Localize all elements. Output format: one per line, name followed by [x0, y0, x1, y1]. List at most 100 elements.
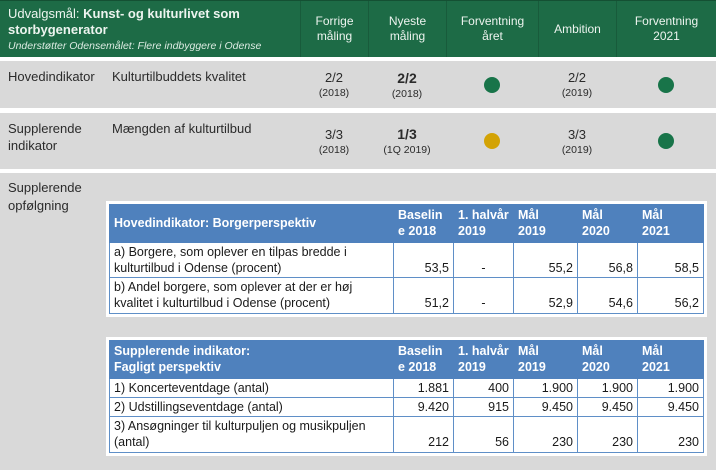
table-cell-value: 56,8 [577, 241, 638, 278]
table-row: 3) Ansøgninger til kulturpuljen og musik… [109, 416, 704, 453]
nyeste-value: 2/2 [397, 69, 417, 86]
table-cell-value: 9.420 [393, 396, 454, 418]
table-borgerperspektiv-frame: Hovedindikator: Borgerperspektiv Baselin… [106, 201, 707, 317]
table-row-label: b) Andel borgere, som oplever at der er … [109, 277, 394, 314]
table-column-header: Baselin e 2018 [393, 204, 454, 243]
status-dot-icon [658, 76, 674, 93]
forventning-2021-cell [616, 113, 716, 169]
table-row: 2) Udstillingseventdage (antal) 9.420 915 9… [109, 396, 704, 418]
table-cell-value: 56 [453, 416, 514, 453]
forrige-value: 2/2 [324, 70, 344, 85]
column-header-forventning-2021: Forventning 2021 [616, 1, 716, 57]
indicator-row-hovedindikator: Hovedindikator Kulturtilbuddets kvalitet… [0, 61, 716, 108]
table-cell-value: 1.900 [577, 377, 638, 398]
table-title: Supplerende indikator: Fagligt perspekti… [109, 340, 394, 379]
forrige-period: (2018) [318, 143, 350, 156]
table-cell-value: 54,6 [577, 277, 638, 314]
indicator-type-label: Hovedindikator [8, 69, 95, 84]
table-borgerperspektiv: Hovedindikator: Borgerperspektiv Baselin… [109, 204, 704, 314]
table-cell-value: - [453, 241, 514, 278]
nyeste-value: 1/3 [397, 126, 417, 142]
indicator-description: Mængden af kulturtilbud [112, 121, 252, 136]
table-column-header: 1. halvår 2019 [453, 340, 514, 379]
ambition-value: 2/2 [567, 70, 587, 85]
column-header-forventning-aaret: Forventning året [446, 1, 538, 57]
row-divider [0, 57, 716, 61]
report-title-block: Udvalgsmål: Kunst- og kulturlivet som st… [0, 1, 300, 57]
page-subtitle: Understøtter Odensemålet: Flere indbygge… [8, 40, 262, 53]
table-column-header: Mål 2019 [513, 340, 578, 379]
table-cell-value: 1.900 [637, 377, 704, 398]
table-cell-value: 52,9 [513, 277, 578, 314]
forrige-value: 3/3 [324, 126, 344, 142]
table-cell-value: 58,5 [637, 241, 704, 278]
followup-section: Supplerende opfølgning Hovedindikator: B… [0, 173, 716, 470]
table-column-header: Mål 2021 [637, 204, 704, 243]
page-title-main: Kunst- og kulturlivet som storbygenerato… [8, 6, 240, 37]
ambition-cell: 3/3 (2019) [538, 113, 616, 169]
row-divider [0, 108, 716, 113]
table-cell-value: 230 [637, 416, 704, 453]
indicator-row-supplerende: Supplerende indikator Mængden af kulturt… [0, 113, 716, 169]
forventning-aaret-cell [446, 61, 538, 108]
table-cell-value: 915 [453, 396, 514, 418]
table-cell-value: 53,5 [393, 241, 454, 278]
forrige-period: (2018) [318, 87, 350, 99]
table-header-row: Hovedindikator: Borgerperspektiv Baselin… [109, 204, 704, 243]
followup-section-label: Supplerende opfølgning [8, 180, 82, 213]
column-header-ambition: Ambition [538, 1, 616, 57]
table-cell-value: 9.450 [637, 396, 704, 418]
forrige-maling-cell: 3/3 (2018) [300, 113, 368, 169]
table-cell-value: 230 [577, 416, 638, 453]
table-cell-value: 1.900 [513, 377, 578, 398]
status-dot-icon [658, 133, 674, 149]
table-cell-value: 230 [513, 416, 578, 453]
table-column-header: Mål 2019 [513, 204, 578, 243]
table-cell-value: 51,2 [393, 277, 454, 314]
table-cell-value: 9.450 [513, 396, 578, 418]
table-fagligt-perspektiv-frame: Supplerende indikator: Fagligt perspekti… [106, 337, 707, 456]
ambition-cell: 2/2 (2019) [538, 61, 616, 108]
forventning-2021-cell [616, 61, 716, 108]
table-row: a) Borgere, som oplever en tilpas bredde… [109, 241, 704, 278]
nyeste-period: (1Q 2019) [383, 144, 431, 156]
page-title: Udvalgsmål: Kunst- og kulturlivet som st… [8, 6, 294, 37]
ambition-period: (2019) [561, 87, 593, 99]
ambition-value: 3/3 [567, 126, 587, 142]
table-column-header: Mål 2020 [577, 204, 638, 243]
table-cell-value: 212 [393, 416, 454, 453]
status-dot-icon [484, 133, 500, 149]
table-cell-value: 9.450 [577, 396, 638, 418]
table-row-label: a) Borgere, som oplever en tilpas bredde… [109, 241, 394, 278]
table-cell-value: 56,2 [637, 277, 704, 314]
table-column-header: Baselin e 2018 [393, 340, 454, 379]
ambition-period: (2019) [561, 143, 593, 156]
forrige-maling-cell: 2/2 (2018) [300, 61, 368, 108]
page-title-prefix: Udvalgsmål: [8, 6, 84, 21]
nyeste-maling-cell: 1/3 (1Q 2019) [368, 113, 446, 169]
table-cell-value: 400 [453, 377, 514, 398]
report-header: Udvalgsmål: Kunst- og kulturlivet som st… [0, 0, 716, 57]
table-row-label: 2) Udstillingseventdage (antal) [109, 396, 394, 418]
nyeste-maling-cell: 2/2 (2018) [368, 61, 446, 108]
table-fagligt-perspektiv: Supplerende indikator: Fagligt perspekti… [109, 340, 704, 453]
table-header-row: Supplerende indikator: Fagligt perspekti… [109, 340, 704, 379]
table-row: 1) Koncerteventdage (antal) 1.881 400 1.900… [109, 377, 704, 398]
table-row: b) Andel borgere, som oplever at der er … [109, 277, 704, 314]
column-header-forrige-maling: Forrige måling [300, 1, 368, 57]
column-header-nyeste-maling: Nyeste måling [368, 1, 446, 57]
table-cell-value: - [453, 277, 514, 314]
status-dot-icon [484, 76, 500, 93]
table-title: Hovedindikator: Borgerperspektiv [109, 204, 394, 243]
forventning-aaret-cell [446, 113, 538, 169]
table-column-header: Mål 2020 [577, 340, 638, 379]
row-divider [0, 169, 716, 173]
table-cell-value: 1.881 [393, 377, 454, 398]
nyeste-period: (2018) [391, 87, 423, 100]
table-row-label: 1) Koncerteventdage (antal) [109, 377, 394, 398]
table-row-label: 3) Ansøgninger til kulturpuljen og musik… [109, 416, 394, 453]
table-column-header: 1. halvår 2019 [453, 204, 514, 243]
indicator-type-label: Supplerende indikator [8, 121, 82, 153]
table-cell-value: 55,2 [513, 241, 578, 278]
